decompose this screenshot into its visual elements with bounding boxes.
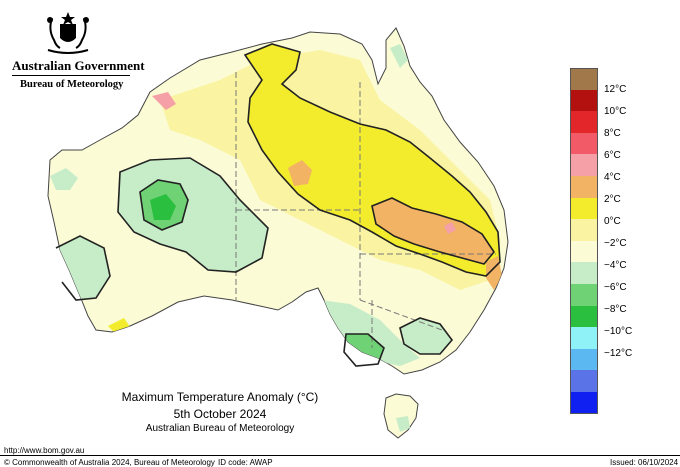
legend-swatch: [570, 89, 598, 112]
legend-swatch: [570, 370, 598, 392]
legend-swatch: [570, 219, 598, 241]
legend-label: 0°C: [604, 216, 621, 227]
legend-label: −8°C: [604, 304, 627, 315]
id-code-text: ID code: AWAP: [218, 458, 273, 467]
legend-swatch: [570, 348, 598, 371]
legend-swatch: [570, 327, 598, 349]
legend-label: −10°C: [604, 326, 633, 337]
website-link[interactable]: http://www.bom.gov.au: [4, 446, 85, 455]
legend-swatch: [570, 111, 598, 133]
legend-label: 12°C: [604, 84, 627, 95]
coat-of-arms-logo: [47, 12, 89, 54]
issued-date-text: Issued: 06/10/2024: [610, 458, 679, 467]
header-divider: [12, 75, 130, 76]
map-title: Maximum Temperature Anomaly (°C): [121, 390, 319, 404]
legend-swatch: [570, 197, 598, 220]
legend-label: 10°C: [604, 106, 627, 117]
legend-label: 4°C: [604, 172, 621, 183]
legend-swatch: [570, 262, 598, 284]
copyright-text: © Commonwealth of Australia 2024, Bureau…: [4, 458, 215, 467]
legend-colorbar: [570, 68, 598, 414]
legend-swatch: [570, 68, 598, 90]
legend-label: 8°C: [604, 128, 621, 139]
legend-swatch: [570, 154, 598, 176]
map-source: Australian Bureau of Meteorology: [145, 423, 295, 434]
legend-label: −2°C: [604, 238, 627, 249]
legend-label: −12°C: [604, 348, 633, 359]
legend-label: −6°C: [604, 282, 627, 293]
legend-label: 2°C: [604, 194, 621, 205]
map-date: 5th October 2024: [173, 407, 267, 421]
legend-swatch: [570, 283, 598, 306]
government-name: Australian Government: [12, 58, 145, 73]
legend-swatch: [570, 305, 598, 328]
footer-divider: [0, 455, 680, 456]
legend-swatch: [570, 240, 598, 263]
legend-swatch: [570, 175, 598, 198]
legend-label: −4°C: [604, 260, 627, 271]
bureau-name: Bureau of Meteorology: [20, 79, 124, 90]
legend-label: 6°C: [604, 150, 621, 161]
legend-swatch: [570, 391, 598, 414]
legend-swatch: [570, 132, 598, 155]
